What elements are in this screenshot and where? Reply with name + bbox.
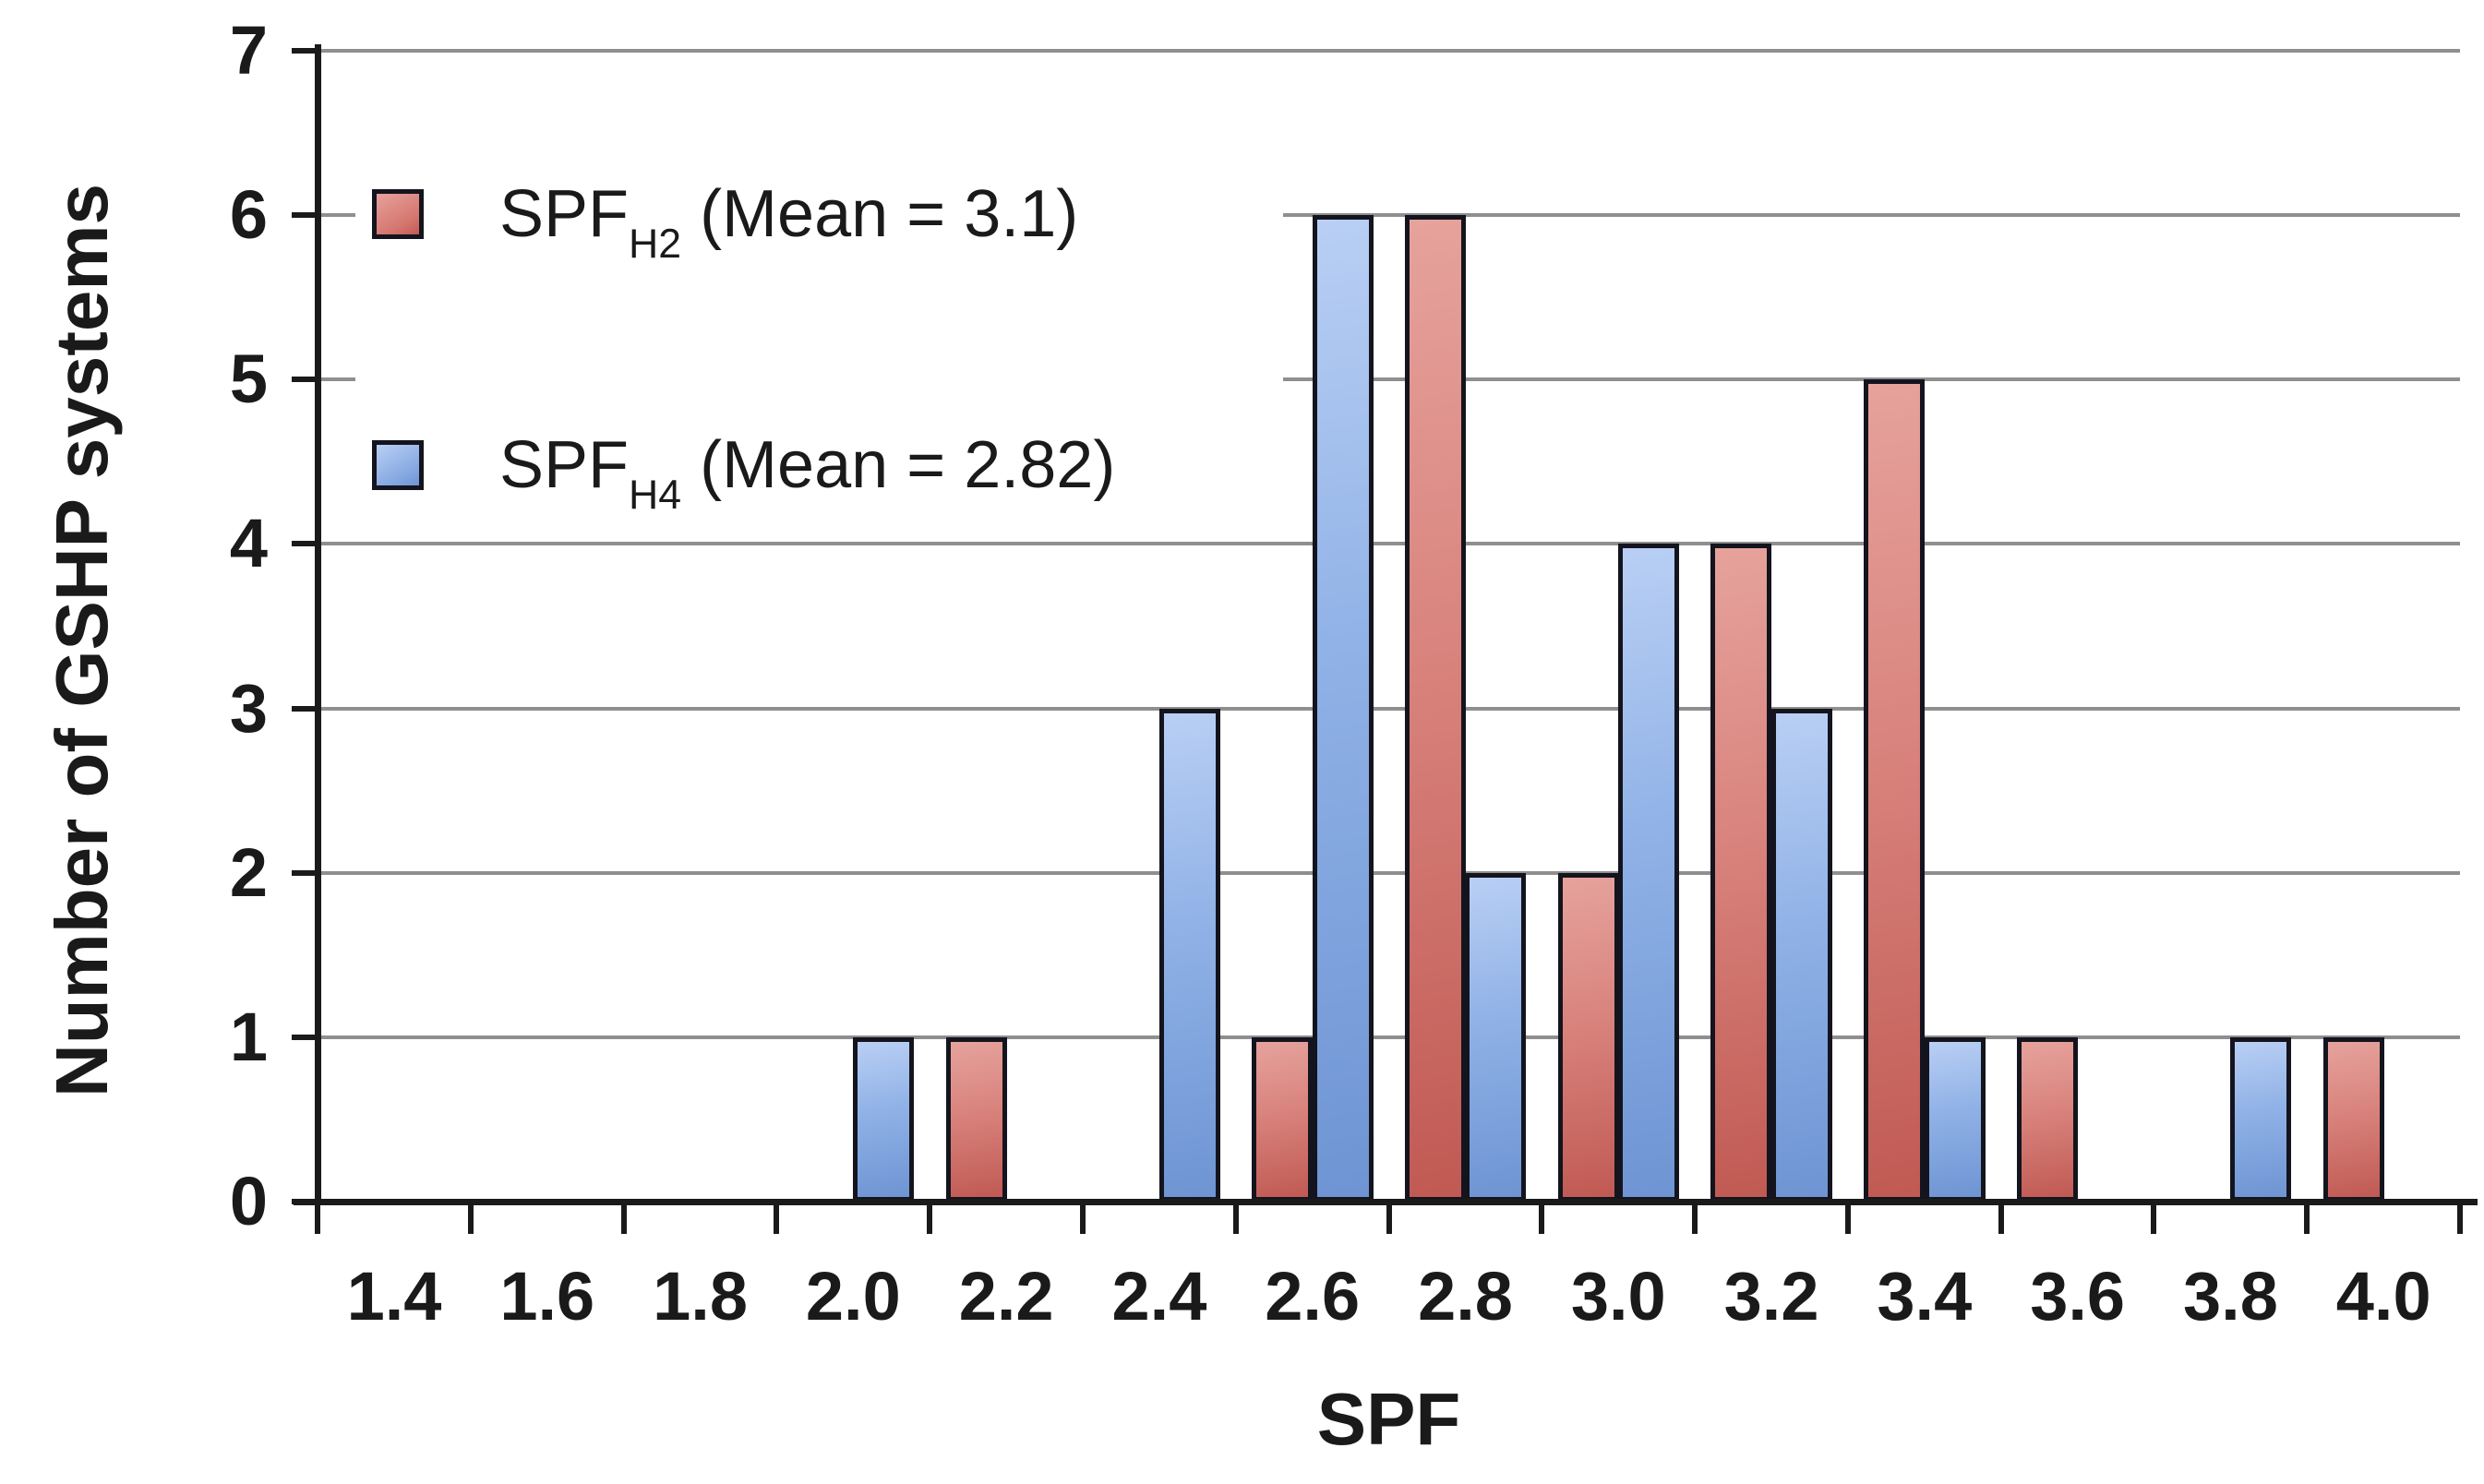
x-axis-tick-10: [1844, 1203, 1851, 1234]
x-axis-tick-7: [1386, 1203, 1392, 1234]
bar-spf_h4-3.8: [2230, 1036, 2292, 1202]
bar-spf_h2-3.0: [1557, 872, 1619, 1202]
x-tick-label-1.4: 1.4: [346, 1258, 442, 1334]
y-tick-label-7: 7: [229, 12, 268, 89]
x-axis-tick-2: [620, 1203, 627, 1234]
x-axis-line: [294, 1199, 2478, 1205]
gridline-y-4: [318, 542, 2460, 546]
x-axis-tick-5: [1079, 1203, 1086, 1234]
bar-spf_h2-2.8: [1404, 215, 1466, 1202]
x-tick-label-4.0: 4.0: [2335, 1258, 2431, 1334]
y-tick-label-4: 4: [229, 505, 268, 582]
bar-spf_h4-2.4: [1158, 708, 1220, 1202]
legend-item-spf-h4: SPFH4 (Mean = 2.82): [372, 428, 1116, 519]
bin-3.6: [2001, 51, 2154, 1202]
x-tick-label-2.4: 2.4: [1111, 1258, 1207, 1334]
bar-spf_h2-3.2: [1710, 544, 1772, 1202]
gridline-y-7: [318, 49, 2460, 53]
y-tick-label-2: 2: [229, 833, 268, 911]
gridline-y-6: [318, 213, 2460, 218]
x-tick-label-2.6: 2.6: [1265, 1258, 1361, 1334]
bin-4.0: [2307, 51, 2460, 1202]
bar-spf_h4-3.4: [1924, 1036, 1986, 1202]
x-tick-label-3.6: 3.6: [2030, 1258, 2126, 1334]
x-axis-tick-13: [2304, 1203, 2310, 1234]
bin-2.4: [1083, 51, 1236, 1202]
bar-spf_h2-3.4: [1864, 379, 1926, 1202]
bin-3.4: [1848, 51, 2001, 1202]
y-axis-line: [315, 44, 321, 1205]
y-axis-tick-7: [292, 48, 319, 54]
plot-area: [318, 49, 2460, 1202]
x-tick-label-1.8: 1.8: [653, 1258, 748, 1334]
x-tick-label-3.4: 3.4: [1877, 1258, 1973, 1334]
x-axis-tick-9: [1692, 1203, 1698, 1234]
y-tick-label-1: 1: [229, 998, 268, 1075]
bar-spf_h4-3.0: [1618, 544, 1680, 1202]
legend-swatch-spf-h4-icon: [372, 440, 424, 490]
bin-2.2: [930, 51, 1083, 1202]
bin-2.6: [1236, 51, 1389, 1202]
x-tick-label-3.8: 3.8: [2182, 1258, 2278, 1334]
x-tick-label-3.2: 3.2: [1723, 1258, 1819, 1334]
bar-spf_h2-4.0: [2322, 1036, 2384, 1202]
bar-spf_h4-2.6: [1312, 215, 1374, 1202]
gridline-y-2: [318, 870, 2460, 875]
x-axis-title: SPF: [1316, 1378, 1461, 1460]
legend-label-spf-h4: SPFH4 (Mean = 2.82): [499, 428, 1116, 519]
x-tick-label-2.8: 2.8: [1418, 1258, 1513, 1334]
y-axis-tick-1: [292, 1034, 319, 1040]
legend: SPFH2 (Mean = 3.1) SPFH4 (Mean = 2.82): [355, 137, 1283, 528]
x-axis-tick-4: [927, 1203, 933, 1234]
legend-label-spf-h2: SPFH2 (Mean = 3.1): [499, 177, 1079, 268]
x-tick-label-3.0: 3.0: [1570, 1258, 1666, 1334]
bin-3.8: [2154, 51, 2307, 1202]
y-axis-tick-3: [292, 705, 319, 712]
x-axis-tick-11: [1998, 1203, 2004, 1234]
bar-spf_h2-2.2: [945, 1036, 1007, 1202]
x-axis-tick-3: [774, 1203, 780, 1234]
legend-swatch-spf-h2-icon: [372, 189, 424, 239]
x-axis-tick-1: [467, 1203, 474, 1234]
bar-spf_h2-3.6: [2017, 1036, 2079, 1202]
y-tick-label-0: 0: [229, 1163, 268, 1239]
x-tick-label-2.0: 2.0: [805, 1258, 901, 1334]
y-axis-title: Number of GSHP systems: [41, 184, 123, 1097]
x-axis-tick-12: [2151, 1203, 2157, 1234]
bar-spf_h4-2.8: [1465, 872, 1527, 1202]
gridline-y-5: [318, 377, 2460, 382]
y-axis-tick-6: [292, 212, 319, 219]
x-tick-label-2.2: 2.2: [958, 1258, 1054, 1334]
gridline-y-3: [318, 706, 2460, 711]
bin-3.0: [1542, 51, 1695, 1202]
bar-spf_h4-2.0: [853, 1036, 915, 1202]
x-axis-tick-14: [2457, 1203, 2463, 1234]
bin-3.2: [1695, 51, 1848, 1202]
y-tick-label-3: 3: [229, 669, 268, 747]
x-axis-tick-8: [1539, 1203, 1545, 1234]
x-tick-label-1.6: 1.6: [499, 1258, 595, 1334]
x-axis-tick-6: [1232, 1203, 1239, 1234]
y-tick-label-6: 6: [229, 176, 268, 254]
y-tick-label-5: 5: [229, 341, 268, 418]
bar-spf_h4-3.2: [1770, 708, 1832, 1202]
y-axis-tick-4: [292, 541, 319, 547]
gridline-y-1: [318, 1035, 2460, 1039]
y-axis-tick-5: [292, 377, 319, 383]
x-axis-tick-0: [315, 1203, 320, 1234]
y-axis-tick-2: [292, 869, 319, 876]
bar-spf_h2-2.6: [1252, 1036, 1314, 1202]
legend-item-spf-h2: SPFH2 (Mean = 3.1): [372, 177, 1079, 268]
bin-2.8: [1389, 51, 1542, 1202]
bin-2.0: [776, 51, 930, 1202]
